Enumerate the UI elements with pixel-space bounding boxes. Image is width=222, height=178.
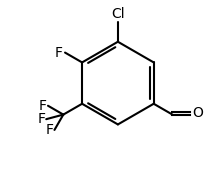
Text: F: F — [37, 112, 45, 126]
Text: F: F — [39, 99, 47, 113]
Text: F: F — [46, 123, 54, 137]
Text: F: F — [55, 46, 63, 60]
Text: Cl: Cl — [111, 7, 125, 21]
Text: O: O — [192, 106, 203, 120]
